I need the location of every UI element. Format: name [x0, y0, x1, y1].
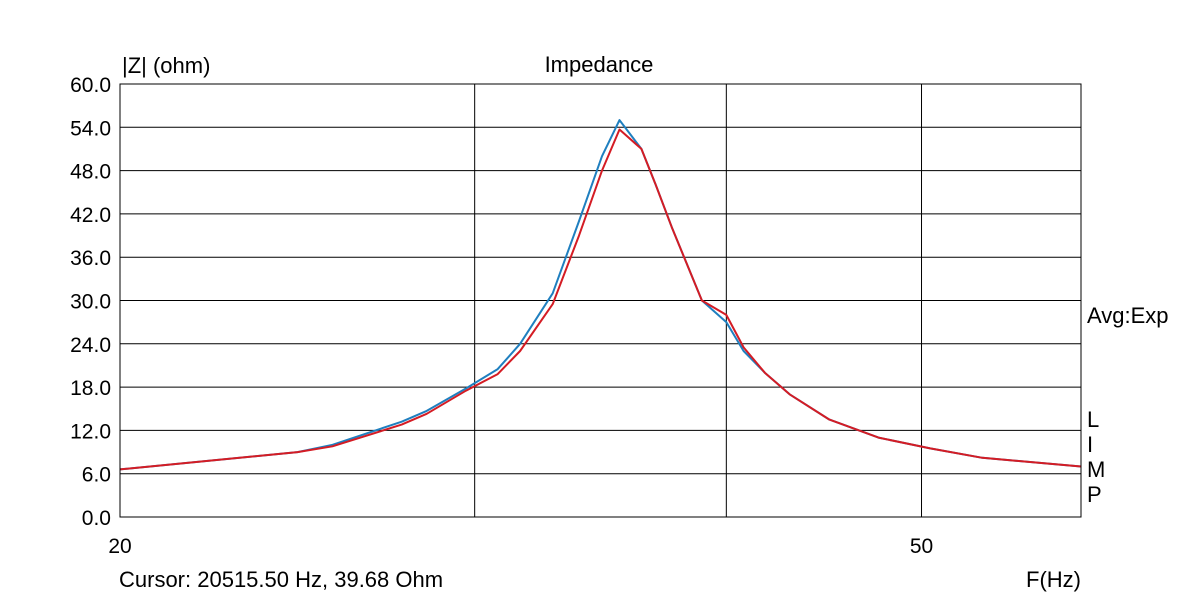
side-letter-m: M: [1087, 457, 1105, 482]
series-layer: [119, 119, 1082, 471]
x-tick-label: 20: [108, 535, 131, 558]
x-axis-label: F(Hz): [1026, 567, 1081, 592]
y-tick-label: 0.0: [82, 507, 111, 530]
cursor-readout: Cursor: 20515.50 Hz, 39.68 Ohm: [119, 567, 443, 592]
y-tick-label: 30.0: [70, 291, 111, 314]
series-line-2: [119, 128, 1082, 471]
y-tick-label: 42.0: [70, 204, 111, 227]
y-tick-label: 54.0: [70, 117, 111, 140]
y-tick-label: 48.0: [70, 161, 111, 184]
side-letter-p: P: [1087, 482, 1102, 507]
y-tick-label: 18.0: [70, 377, 111, 400]
y-tick-label: 12.0: [70, 420, 111, 443]
y-tick-label: 24.0: [70, 334, 111, 357]
grid: [119, 83, 1082, 518]
x-tick-labels: 20 50: [108, 535, 933, 558]
y-tick-label: 60.0: [70, 74, 111, 97]
y-tick-label: 36.0: [70, 247, 111, 270]
y-axis-label: |Z| (ohm): [122, 53, 210, 78]
side-letter-i: I: [1087, 432, 1093, 457]
averaging-label: Avg:Exp: [1087, 303, 1169, 328]
chart-title: Impedance: [545, 52, 654, 77]
y-tick-label: 6.0: [82, 464, 111, 487]
y-tick-labels: 0.0 6.0 12.0 18.0 24.0 30.0 36.0 42.0 48.0 54.0 60…: [70, 74, 111, 530]
plot-frame: [119, 83, 1082, 518]
side-letter-l: L: [1087, 407, 1099, 432]
x-tick-label: 50: [910, 535, 933, 558]
